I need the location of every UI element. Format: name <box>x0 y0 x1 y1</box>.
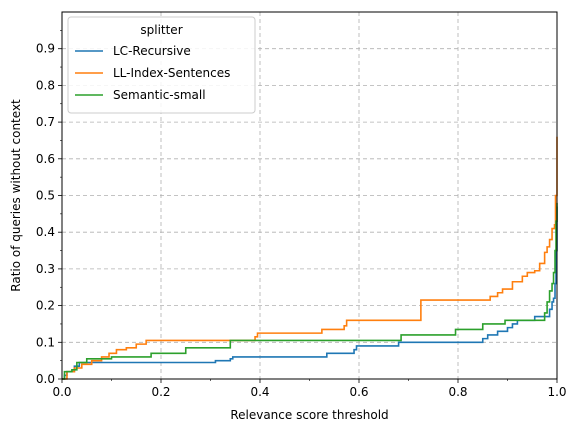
x-tick-label: 0.2 <box>151 385 170 399</box>
x-tick-label: 0.8 <box>448 385 467 399</box>
y-tick-label: 0.9 <box>36 42 55 56</box>
x-tick-label: 1.0 <box>547 385 566 399</box>
x-axis-title: Relevance score threshold <box>230 408 388 422</box>
y-tick-label: 0.2 <box>36 299 55 313</box>
series-line-semantic-small <box>62 202 558 380</box>
y-tick-label: 0.3 <box>36 262 55 276</box>
y-tick-label: 0.7 <box>36 115 55 129</box>
legend-box <box>67 16 256 114</box>
grid <box>62 12 557 379</box>
series-line-ll-index-sentences <box>62 136 558 380</box>
y-tick-label: 0.4 <box>36 225 55 239</box>
legend-label-lc-recursive: LC-Recursive <box>113 44 191 58</box>
y-tick-label: 0.5 <box>36 189 55 203</box>
series-line-lc-recursive <box>62 206 558 380</box>
y-tick-label: 0.0 <box>36 372 55 386</box>
legend-label-ll-index-sentences: LL-Index-Sentences <box>113 66 230 80</box>
y-axis-title: Ratio of queries without context <box>9 99 23 292</box>
legend-items: LC-Recursive LL-Index-Sentences Semantic-s… <box>75 44 230 102</box>
legend: splitter LC-Recursive LL-Index-Sentences S… <box>67 16 256 114</box>
legend-title: splitter <box>140 23 182 37</box>
y-tick-label: 0.1 <box>36 335 55 349</box>
y-tick-label: 0.8 <box>36 78 55 92</box>
x-tick-label: 0.6 <box>349 385 368 399</box>
axis-ticks: 0.0 0.2 0.4 0.6 0.8 1.0 0.0 0.1 0.2 0.3 0.4 0.5 0.6 0… <box>36 30 567 399</box>
y-tick-label: 0.6 <box>36 152 55 166</box>
x-tick-label: 0.4 <box>250 385 269 399</box>
legend-label-semantic-small: Semantic-small <box>113 88 206 102</box>
x-tick-label: 0.0 <box>52 385 71 399</box>
series-layer <box>62 136 558 380</box>
